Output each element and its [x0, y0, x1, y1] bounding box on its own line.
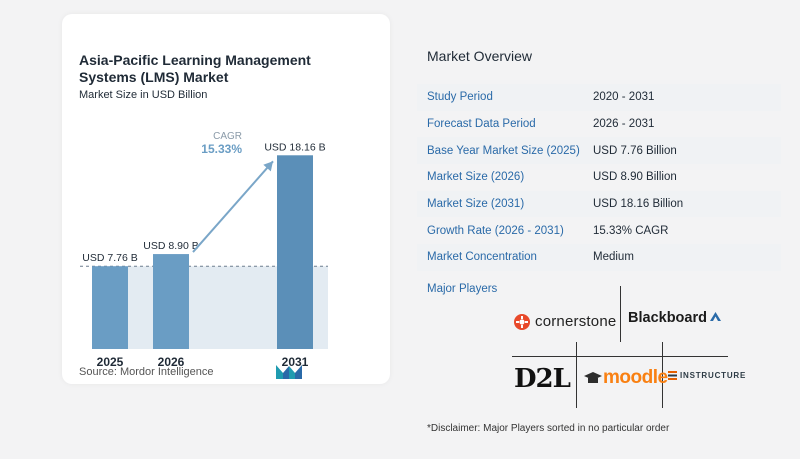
overview-row: Base Year Market Size (2025) USD 7.76 Bi… — [417, 137, 781, 165]
divider — [662, 342, 663, 408]
moodle-logo: moodle — [584, 367, 668, 389]
d2l-wordmark: D2L — [514, 364, 571, 394]
row-value: 2026 - 2031 — [593, 118, 655, 131]
bar-2025 — [92, 266, 128, 349]
cornerstone-icon — [514, 313, 530, 330]
chart-title: Asia-Pacific Learning Management Systems… — [79, 52, 311, 85]
mordor-logo-icon — [276, 365, 302, 379]
cagr-arrowhead — [263, 161, 273, 172]
row-value: 2020 - 2031 — [593, 91, 655, 104]
instructure-wordmark: INSTRUCTURE — [680, 371, 747, 380]
row-label: Market Size (2026) — [427, 171, 525, 184]
major-players-title: Major Players — [427, 283, 498, 295]
moodle-wordmark: moodle — [603, 367, 668, 388]
blackboard-chevron-icon — [709, 311, 721, 321]
row-label: Base Year Market Size (2025) — [427, 144, 580, 157]
overview-title: Market Overview — [427, 48, 533, 64]
cagr-arrow — [192, 160, 274, 253]
source-text: Source: Mordor Intelligence — [79, 366, 214, 378]
cornerstone-logo: cornerstone — [514, 313, 616, 330]
overview-row: Market Concentration Medium — [417, 244, 781, 271]
row-value: USD 18.16 Billion — [593, 198, 684, 211]
row-label: Study Period — [427, 91, 493, 104]
chart-subtitle: Market Size in USD Billion — [79, 89, 208, 101]
disclaimer-text: *Disclaimer: Major Players sorted in no … — [427, 423, 670, 434]
row-value: Medium — [593, 251, 634, 264]
divider — [576, 342, 577, 408]
blackboard-logo: Blackboard — [628, 310, 721, 326]
mortarboard-icon — [584, 372, 602, 383]
overview-row: Market Size (2031) USD 18.16 Billion — [417, 190, 781, 218]
bar-2031 — [277, 155, 313, 349]
instructure-logo: INSTRUCTURE — [668, 371, 746, 380]
data-label: USD 18.16 B — [264, 141, 325, 153]
overview-row: Study Period 2020 - 2031 — [417, 84, 781, 111]
blackboard-wordmark: Blackboard — [628, 310, 707, 326]
cagr-value: 15.33% — [201, 142, 242, 156]
cagr-label: CAGR — [213, 131, 242, 142]
row-label: Market Concentration — [427, 251, 537, 264]
x-tick-label: 2026 — [158, 355, 185, 369]
cornerstone-wordmark: cornerstone — [535, 313, 617, 330]
overview-row: Market Size (2026) USD 8.90 Billion — [417, 164, 781, 191]
overview-row: Growth Rate (2026 - 2031) 15.33% CAGR — [417, 217, 781, 244]
row-value: USD 8.90 Billion — [593, 171, 677, 184]
row-value: 15.33% CAGR — [593, 224, 669, 237]
divider — [620, 286, 621, 342]
data-label: USD 7.76 B — [82, 252, 137, 264]
row-label: Forecast Data Period — [427, 118, 536, 131]
overview-row: Forecast Data Period 2026 - 2031 — [417, 111, 781, 138]
bar-2026 — [153, 254, 189, 349]
row-label: Growth Rate (2026 - 2031) — [427, 224, 564, 237]
divider — [512, 356, 728, 357]
data-label: USD 8.90 B — [143, 240, 198, 252]
row-label: Market Size (2031) — [427, 198, 525, 211]
d2l-logo: D2L — [514, 364, 571, 394]
row-value: USD 7.76 Billion — [593, 144, 677, 157]
instructure-icon — [668, 371, 677, 380]
overview-table: Study Period 2020 - 2031 Forecast Data P… — [417, 84, 781, 271]
x-tick-label: 2025 — [97, 355, 124, 369]
